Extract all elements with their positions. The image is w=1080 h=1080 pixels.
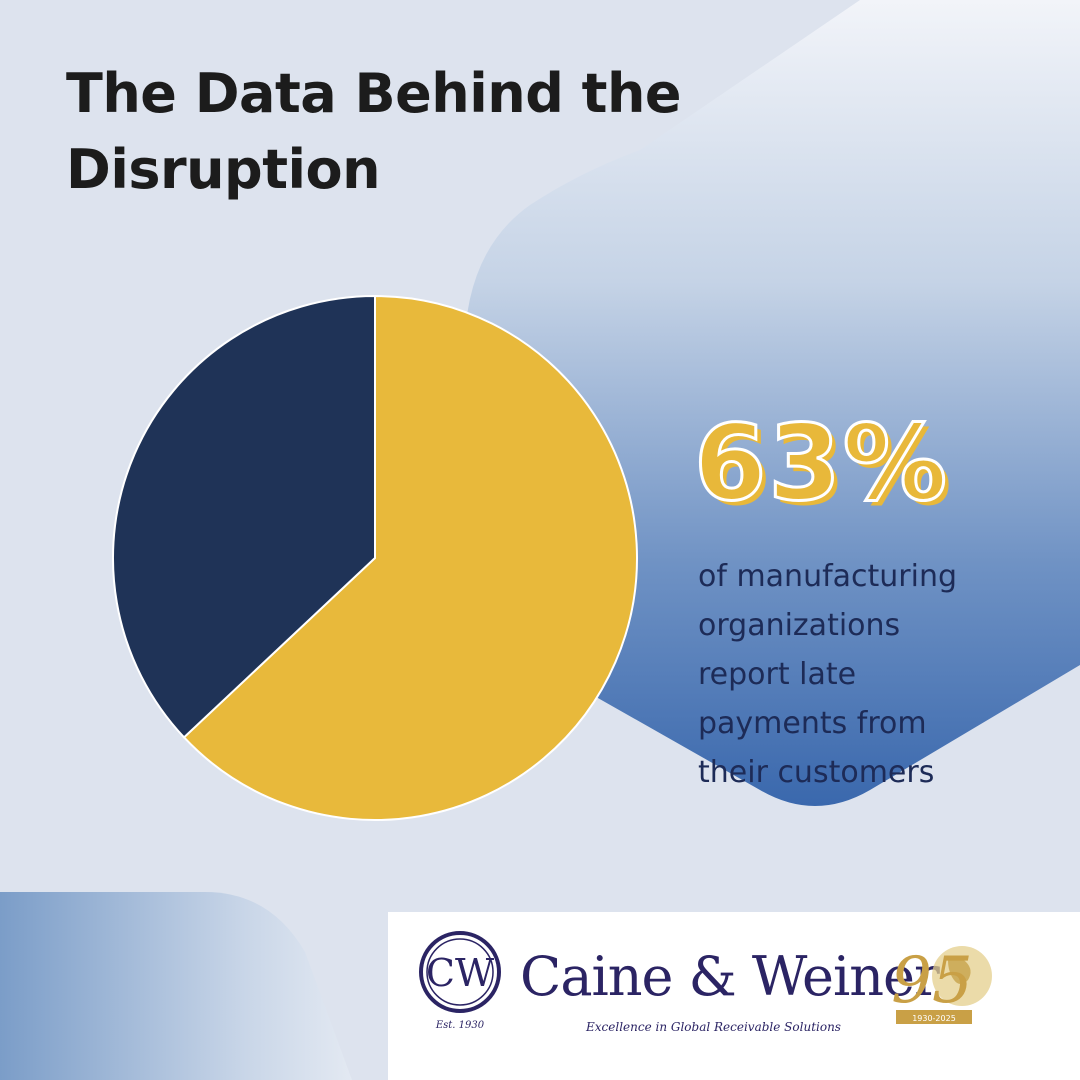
stat-value: 63%	[693, 401, 949, 526]
pie-slices	[112, 294, 638, 821]
corner-blue-shape	[0, 892, 352, 1080]
brand-monogram-text: CW	[426, 951, 494, 995]
anniversary-years: 1930-2025	[912, 1014, 956, 1023]
anniversary-badge-icon: 95 1930-2025	[891, 944, 992, 1024]
anniversary-number: 95	[891, 944, 972, 1018]
brand-established: Est. 1930	[435, 1020, 485, 1031]
pie-slice-1	[182, 294, 638, 821]
brand-tagline: Excellence in Global Receivable Solution…	[586, 1020, 841, 1034]
brand-monogram-icon: CW	[419, 931, 501, 1013]
brand-name: Caine & Weiner	[520, 945, 940, 1008]
page-title: The Data Behind the Disruption	[66, 62, 682, 201]
footer-logo-bar: CW Est. 1930 Caine & Weiner Excellence i…	[388, 912, 1080, 1080]
stat-description: of manufacturing organizations report la…	[698, 559, 958, 790]
pie-slice-2	[112, 294, 376, 739]
